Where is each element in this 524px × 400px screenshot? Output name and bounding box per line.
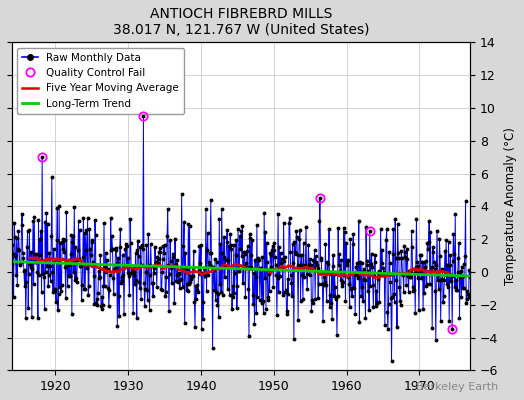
Y-axis label: Temperature Anomaly (°C): Temperature Anomaly (°C) — [504, 128, 517, 285]
Title: ANTIOCH FIBREBRD MILLS
38.017 N, 121.767 W (United States): ANTIOCH FIBREBRD MILLS 38.017 N, 121.767… — [113, 7, 369, 37]
Text: Berkeley Earth: Berkeley Earth — [416, 382, 498, 392]
Legend: Raw Monthly Data, Quality Control Fail, Five Year Moving Average, Long-Term Tren: Raw Monthly Data, Quality Control Fail, … — [17, 48, 184, 114]
